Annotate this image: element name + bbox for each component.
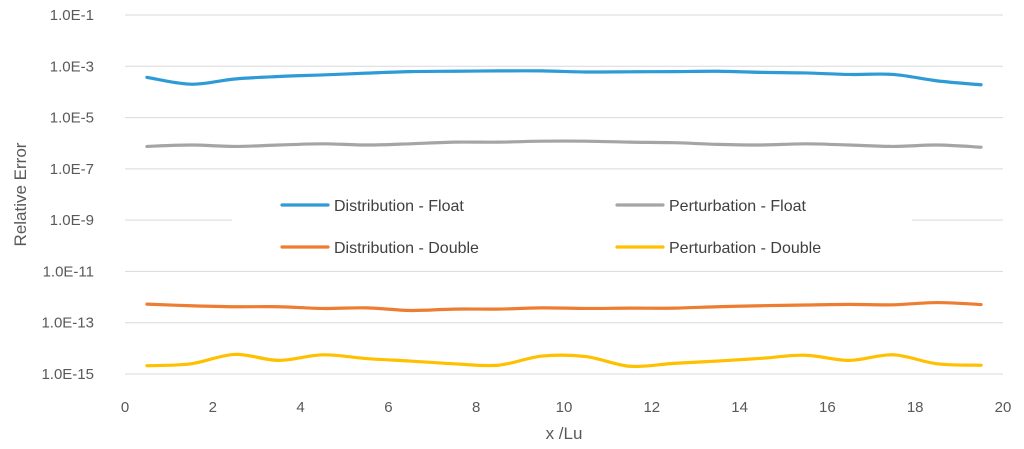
x-tick-label: 14 [731, 399, 748, 416]
x-tick-label: 8 [472, 399, 480, 416]
series-line-distribution-float [145, 69, 983, 87]
series-lines [145, 69, 983, 369]
y-tick-label: 1.0E-11 [43, 263, 94, 280]
x-tick-label: 4 [296, 399, 304, 416]
legend-label: Perturbation - Float [669, 198, 807, 215]
x-tick-label: 20 [995, 399, 1012, 416]
x-axis-ticks: 0 2 4 6 8 10 12 14 16 18 20 [121, 399, 1012, 416]
series-line-perturbation-double [145, 352, 983, 369]
y-tick-label: 1.0E-15 [41, 366, 94, 383]
y-axis-ticks: 1.0E-15 1.0E-13 1.0E-11 1.0E-9 1.0E-7 1.0E-5 1… [41, 7, 94, 383]
x-tick-label: 16 [819, 399, 836, 416]
x-tick-label: 6 [384, 399, 392, 416]
legend-background [232, 183, 912, 265]
x-tick-label: 2 [209, 399, 217, 416]
x-tick-label: 12 [643, 399, 660, 416]
x-axis-title: x /Lu [546, 424, 583, 443]
series-line-distribution-double [145, 300, 983, 313]
y-tick-label: 1.0E-5 [50, 110, 94, 127]
x-tick-label: 18 [907, 399, 924, 416]
y-tick-label: 1.0E-13 [41, 315, 94, 332]
y-tick-label: 1.0E-1 [50, 7, 94, 24]
y-tick-label: 1.0E-7 [50, 161, 94, 178]
legend-label: Perturbation - Double [669, 240, 821, 257]
legend: Distribution - Float Perturbation - Float… [280, 198, 821, 257]
x-tick-label: 0 [121, 399, 129, 416]
x-tick-label: 10 [556, 399, 573, 416]
y-tick-label: 1.0E-3 [50, 58, 94, 75]
legend-label: Distribution - Float [334, 198, 464, 215]
series-line-perturbation-float [145, 139, 983, 149]
y-tick-label: 1.0E-9 [50, 212, 94, 229]
legend-label: Distribution - Double [334, 240, 479, 257]
y-axis-title: Relative Error [11, 142, 30, 246]
